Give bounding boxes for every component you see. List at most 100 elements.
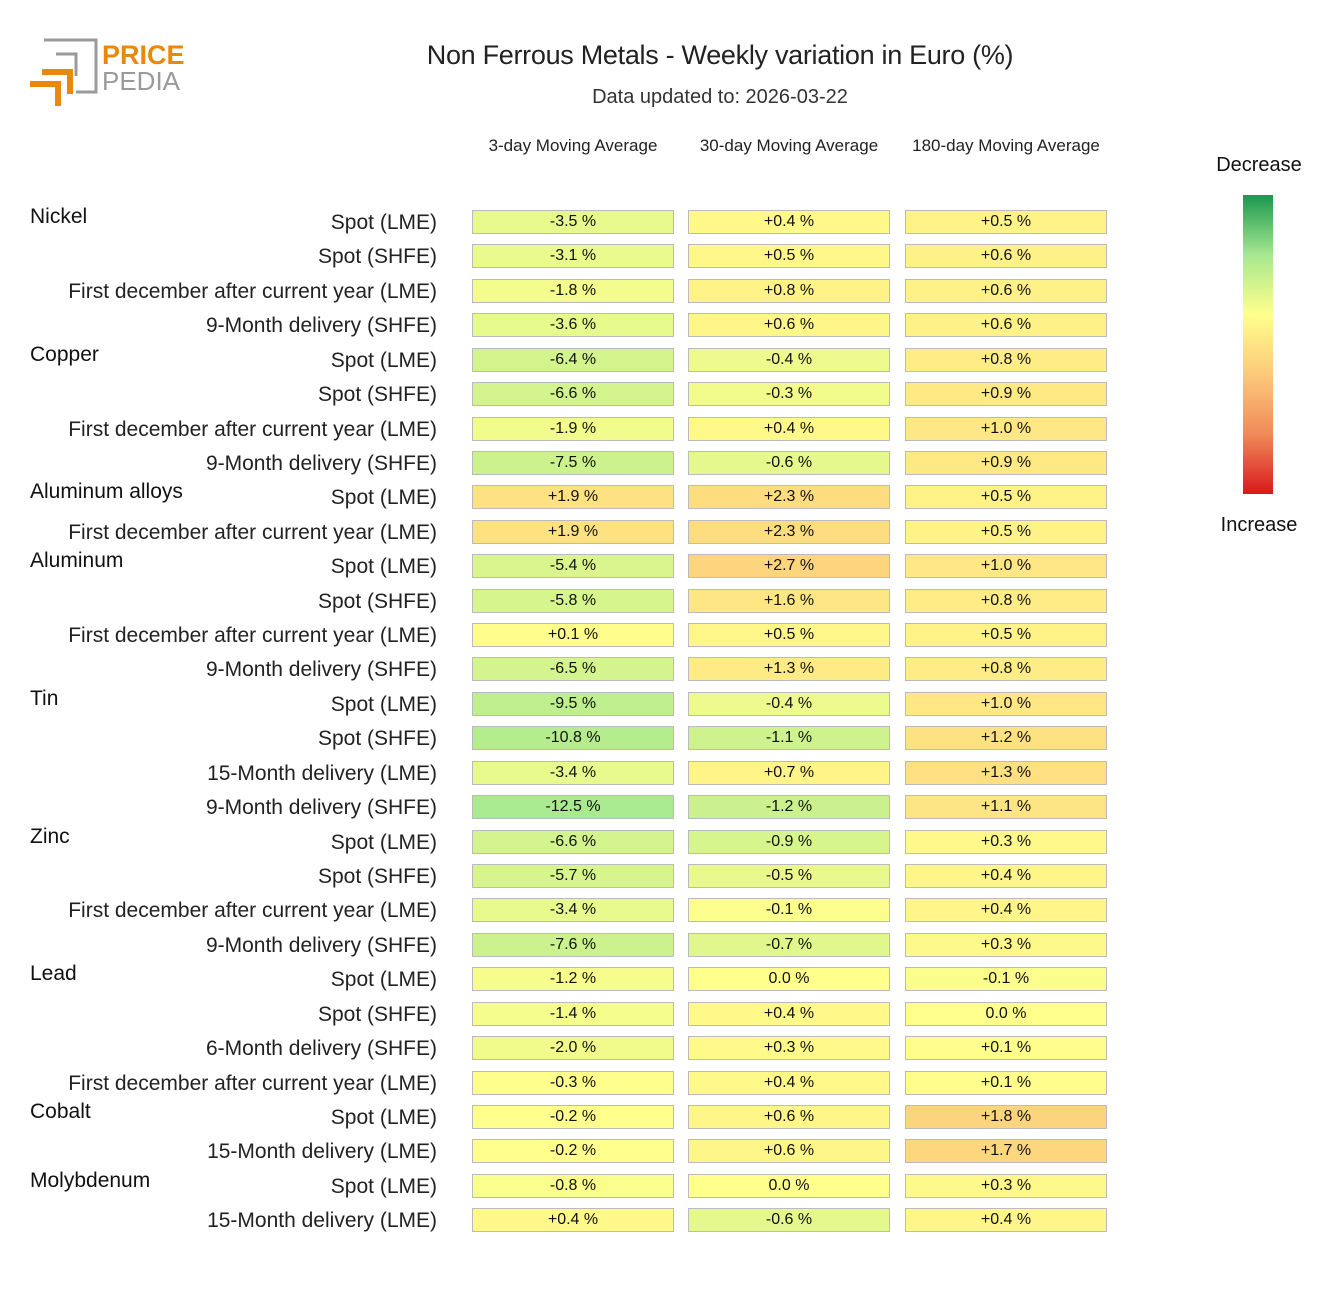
heatmap-cell: +0.6 % bbox=[688, 1139, 890, 1164]
heatmap-cell: +0.5 % bbox=[688, 244, 890, 269]
row-label: First december after current year (LME) bbox=[68, 279, 437, 303]
row-label: Spot (LME) bbox=[330, 211, 437, 234]
heatmap-cell: +0.3 % bbox=[688, 1036, 890, 1061]
heatmap-cell: -1.4 % bbox=[472, 1001, 674, 1026]
row-label: Spot (SHFE) bbox=[317, 383, 437, 407]
table-row: Cobalt Spot (LME) -0.2 % +0.6 % +1.8 % bbox=[0, 1100, 1320, 1150]
heatmap-cell: +1.3 % bbox=[688, 657, 890, 682]
metal-group-label: Nickel bbox=[30, 205, 88, 228]
heatmap-cell: -0.6 % bbox=[688, 450, 890, 475]
table-row: Spot (SHFE) -3.1 % +0.5 % +0.6 % bbox=[0, 244, 1320, 289]
table-row: Tin Spot (LME) -9.5 % -0.4 % +1.0 % bbox=[0, 687, 1320, 737]
table-row: Nickel Spot (LME) -3.5 % +0.4 % +0.5 % bbox=[0, 205, 1320, 255]
heatmap-cell: -0.9 % bbox=[688, 829, 890, 854]
table-row: Spot (SHFE) -5.7 % -0.5 % +0.4 % bbox=[0, 863, 1320, 909]
column-header-30day: 30-day Moving Average bbox=[699, 136, 879, 155]
heatmap-cell: +0.4 % bbox=[688, 416, 890, 441]
heatmap-cell: +0.6 % bbox=[688, 313, 890, 338]
row-label: 15-Month delivery (LME) bbox=[207, 1209, 437, 1233]
heatmap-cell: +0.8 % bbox=[688, 278, 890, 303]
metal-group-label: Tin bbox=[30, 686, 59, 710]
heatmap-cell: +1.0 % bbox=[905, 416, 1107, 441]
heatmap-cell: -6.5 % bbox=[472, 657, 674, 682]
heatmap-cell: +0.6 % bbox=[905, 244, 1107, 269]
heatmap-cell: -1.9 % bbox=[472, 416, 674, 441]
heatmap-cell: -2.0 % bbox=[472, 1036, 674, 1061]
row-label: Spot (LME) bbox=[330, 830, 437, 854]
heatmap-cell: +0.5 % bbox=[688, 623, 890, 648]
row-label: First december after current year (LME) bbox=[68, 1071, 437, 1095]
heatmap-cell: +2.3 % bbox=[688, 519, 890, 544]
pricepedia-logo: PRICE PEDIA bbox=[30, 38, 185, 106]
heatmap-cell: +0.4 % bbox=[905, 863, 1107, 888]
heatmap-cell: 0.0 % bbox=[688, 1173, 890, 1198]
column-header-180day: 180-day Moving Average bbox=[912, 136, 1100, 155]
heatmap-cell: +1.0 % bbox=[905, 554, 1107, 579]
table-row: Spot (SHFE) -6.6 % -0.3 % +0.9 % bbox=[0, 382, 1320, 427]
heatmap-cell: +1.2 % bbox=[905, 726, 1107, 751]
heatmap-cell: +0.5 % bbox=[905, 519, 1107, 544]
heatmap-cell: -9.5 % bbox=[472, 691, 674, 716]
heatmap-cell: -0.4 % bbox=[688, 691, 890, 716]
table-row: 9-Month delivery (SHFE) -7.5 % -0.6 % +0.9 … bbox=[0, 450, 1320, 496]
row-label: First december after current year (LME) bbox=[68, 417, 437, 441]
heatmap-cell: -0.8 % bbox=[472, 1173, 674, 1198]
heatmap-cell: +0.8 % bbox=[905, 588, 1107, 613]
heatmap-cell: -0.5 % bbox=[688, 863, 890, 888]
svg-text:PEDIA: PEDIA bbox=[102, 66, 181, 96]
heatmap-cell: +0.1 % bbox=[472, 623, 674, 648]
heatmap-cell: -0.3 % bbox=[472, 1070, 674, 1095]
row-label: 6-Month delivery (SHFE) bbox=[205, 1037, 437, 1061]
heatmap-cell: -0.3 % bbox=[688, 382, 890, 407]
legend-increase-label: Increase bbox=[1220, 514, 1298, 536]
table-row: 9-Month delivery (SHFE) -7.6 % -0.7 % +0.3 … bbox=[0, 932, 1320, 978]
heatmap-cell: -0.1 % bbox=[905, 967, 1107, 992]
heatmap-cell: -5.8 % bbox=[472, 588, 674, 613]
heatmap-cell: +0.3 % bbox=[905, 1173, 1107, 1198]
heatmap-cell: -12.5 % bbox=[472, 795, 674, 820]
row-label: 9-Month delivery (SHFE) bbox=[205, 314, 437, 338]
heatmap-cell: -3.4 % bbox=[472, 898, 674, 923]
table-row: 9-Month delivery (SHFE) -12.5 % -1.2 % +1.1… bbox=[0, 795, 1320, 840]
heatmap-cell: +1.1 % bbox=[905, 795, 1107, 820]
heatmap-cell: -1.2 % bbox=[472, 967, 674, 992]
table-row: First december after current year (LME) -… bbox=[0, 898, 1320, 943]
heatmap-cell: -7.6 % bbox=[472, 932, 674, 957]
row-label: Spot (LME) bbox=[330, 1174, 437, 1198]
table-row: First december after current year (LME) -… bbox=[0, 278, 1320, 324]
heatmap-cell: -6.6 % bbox=[472, 829, 674, 854]
heatmap-cell: -6.6 % bbox=[472, 382, 674, 407]
heatmap-cell: -1.1 % bbox=[688, 726, 890, 751]
row-label: 9-Month delivery (SHFE) bbox=[205, 658, 437, 682]
heatmap-cell: +1.6 % bbox=[688, 588, 890, 613]
metal-group-label: Aluminum alloys bbox=[30, 480, 183, 504]
heatmap-cell: -1.2 % bbox=[688, 795, 890, 820]
heatmap-cell: -3.1 % bbox=[472, 244, 674, 269]
heatmap-cell: -0.7 % bbox=[688, 932, 890, 957]
heatmap-cell: +1.3 % bbox=[905, 760, 1107, 785]
row-label: Spot (LME) bbox=[330, 968, 437, 992]
row-label: Spot (LME) bbox=[330, 555, 437, 579]
column-header-3day: 3-day Moving Average bbox=[488, 136, 658, 155]
heatmap-cell: +2.7 % bbox=[688, 554, 890, 579]
row-label: Spot (SHFE) bbox=[317, 245, 437, 269]
table-row: Zinc Spot (LME) -6.6 % -0.9 % +0.3 % bbox=[0, 825, 1320, 875]
heatmap-cell: -10.8 % bbox=[472, 726, 674, 751]
heatmap-cell: +0.4 % bbox=[688, 1070, 890, 1095]
row-label: 15-Month delivery (LME) bbox=[207, 1140, 437, 1164]
metal-group-label: Lead bbox=[30, 962, 77, 986]
heatmap-cell: +0.4 % bbox=[905, 898, 1107, 923]
table-row: 15-Month delivery (LME) +0.4 % -0.6 % +0.4 … bbox=[0, 1208, 1320, 1253]
heatmap-cell: +0.6 % bbox=[905, 278, 1107, 303]
row-label: 9-Month delivery (SHFE) bbox=[205, 933, 437, 957]
heatmap-cell: +0.9 % bbox=[905, 450, 1107, 475]
heatmap-cell: +0.9 % bbox=[905, 382, 1107, 407]
row-label: First december after current year (LME) bbox=[68, 520, 437, 544]
row-label: First december after current year (LME) bbox=[68, 624, 437, 648]
row-label: Spot (SHFE) bbox=[317, 1002, 437, 1026]
heatmap-cell: -0.6 % bbox=[688, 1208, 890, 1233]
metal-group-label: Copper bbox=[30, 342, 99, 366]
row-label: First december after current year (LME) bbox=[68, 899, 437, 923]
heatmap-cell: -5.4 % bbox=[472, 554, 674, 579]
heatmap-cell: +0.5 % bbox=[905, 485, 1107, 510]
